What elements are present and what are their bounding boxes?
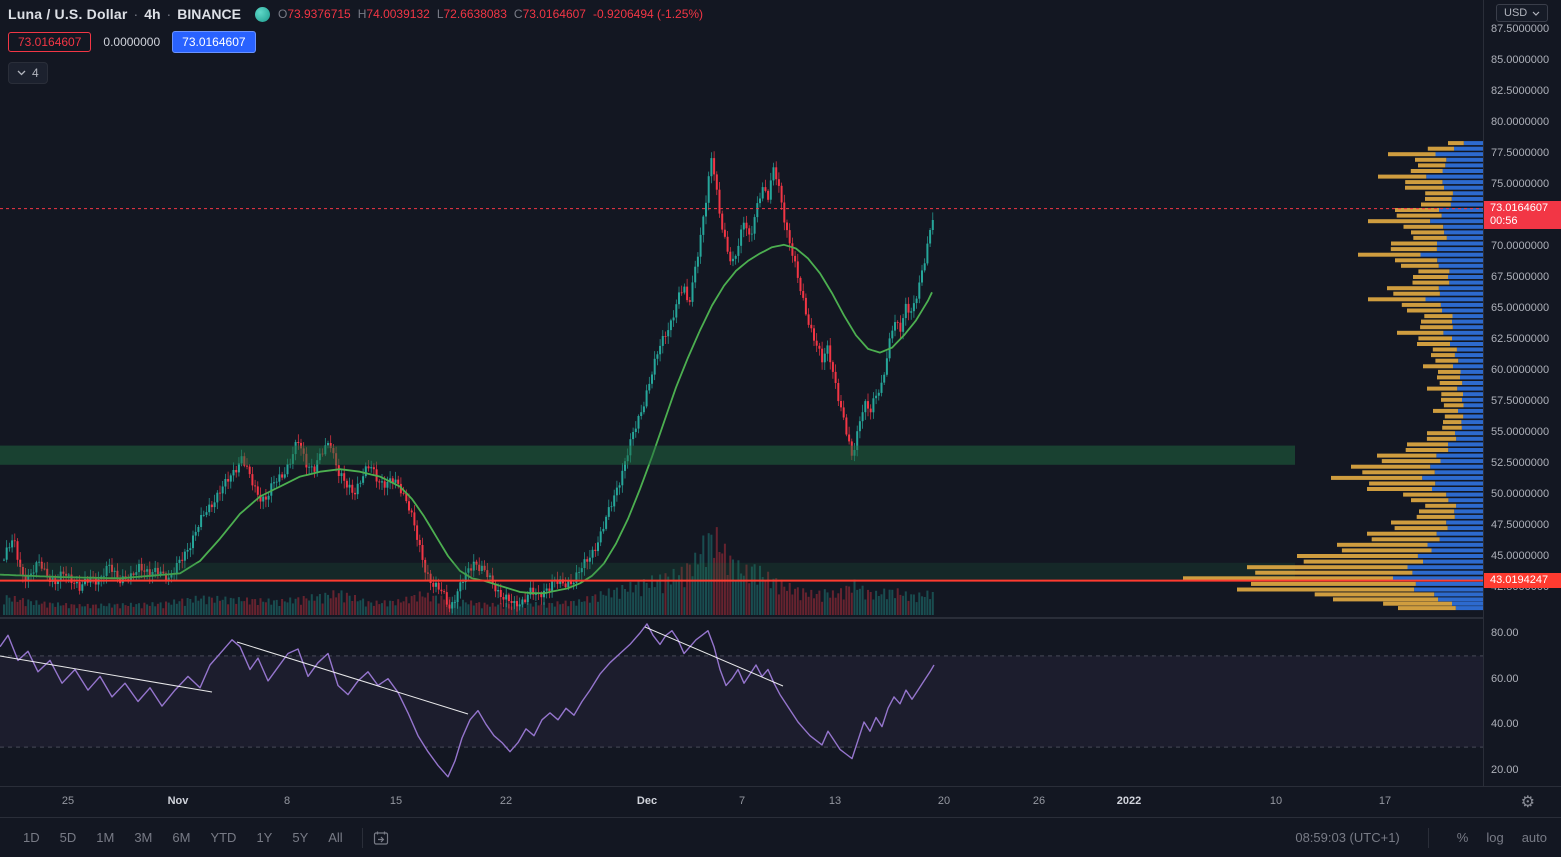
go-to-date-button[interactable] bbox=[373, 830, 389, 846]
price-tick-label: 60.0000000 bbox=[1491, 364, 1550, 376]
time-tick-label: 7 bbox=[738, 795, 746, 807]
symbol-header-row: Luna / U.S. Dollar · 4h · BINANCE O73.93… bbox=[8, 6, 710, 22]
bottom-toolbar: 1D 5D 1M 3M 6M YTD 1Y 5Y All 08:59:03 (UTC+1) % … bbox=[0, 817, 1561, 857]
rsi-tick-label: 20.00 bbox=[1491, 763, 1519, 776]
chevron-down-icon bbox=[1532, 11, 1540, 16]
time-tick-label: 8 bbox=[283, 795, 291, 807]
log-scale-button[interactable]: log bbox=[1486, 830, 1504, 845]
clock-label[interactable]: 08:59:03 (UTC+1) bbox=[1295, 830, 1400, 845]
percent-scale-button[interactable]: % bbox=[1456, 830, 1469, 845]
price-tick-label: 85.0000000 bbox=[1491, 54, 1550, 66]
price-tick-label: 52.5000000 bbox=[1491, 457, 1550, 469]
chevron-down-icon bbox=[17, 70, 26, 76]
time-axis[interactable]: ⚙ 25 Nov 8 15 22 Dec 7 13 20 26 2022 10 17 bbox=[0, 786, 1561, 817]
date-range-buttons: 1D 5D 1M 3M 6M YTD 1Y 5Y All bbox=[14, 825, 352, 850]
price-tick-label: 57.5000000 bbox=[1491, 395, 1550, 407]
toolbar-right-group: 08:59:03 (UTC+1) % log auto bbox=[1295, 827, 1547, 848]
price-tick-label: 80.0000000 bbox=[1491, 116, 1550, 128]
high-label: H bbox=[357, 7, 367, 21]
time-tick-label: 25 bbox=[61, 795, 75, 807]
indicators-row: 4 bbox=[8, 62, 710, 84]
low-value: 72.6638083 bbox=[443, 7, 507, 21]
current-price-badge: 73.0164607 00:56 bbox=[1484, 200, 1561, 229]
currency-toggle-button[interactable]: USD bbox=[1496, 4, 1549, 22]
currency-label: USD bbox=[1504, 7, 1528, 19]
price-tick-label: 55.0000000 bbox=[1491, 426, 1550, 438]
separator-dot: · bbox=[133, 6, 139, 22]
toolbar-divider bbox=[1427, 827, 1429, 848]
rsi-tick-label: 80.00 bbox=[1491, 627, 1519, 639]
price-tick-label: 62.5000000 bbox=[1491, 333, 1550, 345]
symbol-logo-icon bbox=[254, 6, 270, 22]
price-tick-label: 77.5000000 bbox=[1491, 147, 1550, 159]
time-tick-label: 2022 bbox=[1116, 795, 1142, 807]
level-price-badge: 43.0194247 bbox=[1484, 572, 1561, 588]
exchange-label[interactable]: BINANCE bbox=[177, 6, 241, 22]
open-label: O bbox=[277, 7, 288, 21]
high-value: 74.0039132 bbox=[366, 7, 430, 21]
price-tick-label: 82.5000000 bbox=[1491, 85, 1550, 97]
time-tick-label: 10 bbox=[1269, 795, 1283, 807]
level-price-value: 43.0194247 bbox=[1490, 573, 1549, 586]
price-lines-row: 73.0164607 0.0000000 73.0164607 bbox=[8, 31, 710, 53]
current-price-value: 73.0164607 bbox=[1490, 201, 1549, 214]
zero-value-label: 0.0000000 bbox=[103, 35, 161, 49]
range-button-5Y[interactable]: 5Y bbox=[283, 825, 317, 850]
close-value: 73.0164607 bbox=[522, 7, 586, 21]
change-value: -0.9206494 (-1.25%) bbox=[592, 7, 704, 21]
price-tick-label: 65.0000000 bbox=[1491, 302, 1550, 314]
price-tick-label: 67.5000000 bbox=[1491, 271, 1550, 283]
interval-label[interactable]: 4h bbox=[144, 6, 161, 22]
price-tick-label: 87.5000000 bbox=[1491, 23, 1550, 35]
price-tick-label: 75.0000000 bbox=[1491, 178, 1550, 190]
price-axis[interactable]: USD 73.0164607 00:56 43.0194247 87.50000… bbox=[1483, 0, 1561, 786]
chart-legend: Luna / U.S. Dollar · 4h · BINANCE O73.93… bbox=[8, 6, 710, 84]
rsi-tick-label: 60.00 bbox=[1491, 672, 1519, 685]
price-tick-label: 50.0000000 bbox=[1491, 488, 1550, 500]
open-value: 73.9376715 bbox=[287, 7, 351, 21]
range-button-5D[interactable]: 5D bbox=[51, 825, 86, 850]
symbol-title[interactable]: Luna / U.S. Dollar bbox=[8, 6, 128, 22]
price-tick-label: 70.0000000 bbox=[1491, 240, 1550, 252]
range-button-YTD[interactable]: YTD bbox=[201, 825, 245, 850]
range-button-1Y[interactable]: 1Y bbox=[247, 825, 281, 850]
price-tick-label: 45.0000000 bbox=[1491, 550, 1550, 562]
separator-dot: · bbox=[166, 6, 172, 22]
indicators-collapse-button[interactable]: 4 bbox=[8, 62, 48, 84]
time-tick-label: Dec bbox=[636, 795, 658, 807]
chart-canvas[interactable] bbox=[0, 0, 1483, 786]
time-tick-label: 13 bbox=[828, 795, 842, 807]
active-price-box[interactable]: 73.0164607 bbox=[172, 31, 256, 53]
time-tick-label: 15 bbox=[389, 795, 403, 807]
alert-price-box[interactable]: 73.0164607 bbox=[8, 32, 92, 52]
close-label: C bbox=[513, 7, 523, 21]
price-tick-label: 47.5000000 bbox=[1491, 519, 1550, 531]
low-label: L bbox=[436, 7, 444, 21]
range-button-6M[interactable]: 6M bbox=[163, 825, 199, 850]
indicators-count: 4 bbox=[32, 66, 39, 80]
ohlc-values: O73.9376715 H74.0039132 L72.6638083 C73.… bbox=[278, 7, 710, 21]
time-tick-label: 26 bbox=[1032, 795, 1046, 807]
time-tick-label: Nov bbox=[167, 795, 189, 807]
auto-scale-button[interactable]: auto bbox=[1521, 830, 1547, 845]
gear-icon[interactable]: ⚙ bbox=[1520, 794, 1535, 811]
time-tick-label: 22 bbox=[499, 795, 513, 807]
range-button-1D[interactable]: 1D bbox=[14, 825, 49, 850]
range-button-All[interactable]: All bbox=[319, 825, 351, 850]
time-tick-label: 20 bbox=[937, 795, 951, 807]
range-button-1M[interactable]: 1M bbox=[87, 825, 123, 850]
toolbar-divider bbox=[361, 827, 363, 848]
rsi-tick-label: 40.00 bbox=[1491, 718, 1519, 731]
time-tick-label: 17 bbox=[1378, 795, 1392, 807]
go-to-date-icon bbox=[373, 831, 388, 845]
bar-countdown: 00:56 bbox=[1490, 214, 1518, 227]
range-button-3M[interactable]: 3M bbox=[125, 825, 161, 850]
